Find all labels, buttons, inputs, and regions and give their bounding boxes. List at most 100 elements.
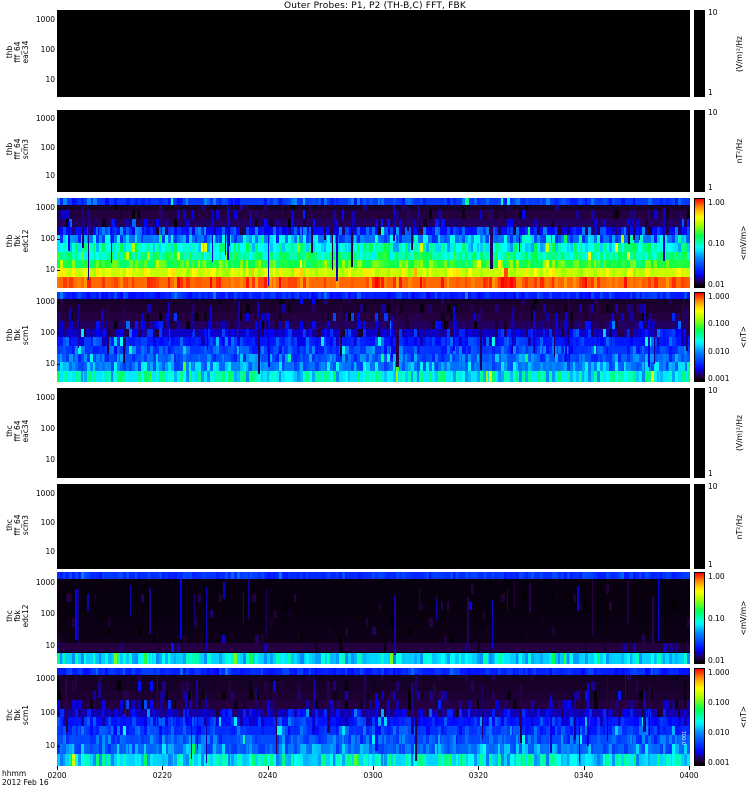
spectral-column bbox=[348, 708, 352, 718]
spectral-column bbox=[78, 361, 81, 371]
spectral-column bbox=[627, 353, 631, 362]
spectral-column bbox=[180, 668, 184, 676]
spectral-column bbox=[105, 251, 109, 260]
spectral-column bbox=[636, 717, 640, 727]
spectral-column bbox=[507, 743, 511, 754]
spectral-column bbox=[117, 717, 121, 727]
spectral-column bbox=[384, 235, 387, 244]
spectral-column bbox=[612, 345, 616, 354]
spectral-column bbox=[153, 635, 156, 644]
spectral-column bbox=[594, 726, 598, 736]
spectral-column bbox=[258, 753, 262, 766]
spectral-column bbox=[174, 313, 178, 322]
spectral-column bbox=[240, 726, 243, 736]
spectral-column bbox=[537, 251, 541, 260]
spectral-column bbox=[447, 329, 451, 338]
spectral-column bbox=[204, 361, 208, 371]
spectral-column bbox=[243, 235, 247, 244]
colorbar-thb-fbk-scm1[interactable] bbox=[694, 292, 705, 382]
spectrogram-panel-thb-fff-64-eac34[interactable] bbox=[57, 10, 690, 97]
spectral-column bbox=[96, 259, 100, 268]
spectral-column bbox=[60, 304, 64, 314]
spectral-column bbox=[159, 321, 164, 330]
colorbar-thb-fbk-edc12[interactable] bbox=[694, 198, 705, 288]
colorbar-thc-fff-64-eac34[interactable] bbox=[694, 388, 705, 478]
spectral-column bbox=[135, 753, 138, 766]
spectral-column bbox=[249, 292, 253, 299]
spectral-column bbox=[663, 668, 667, 676]
spectral-column bbox=[78, 717, 82, 727]
spectral-column bbox=[177, 321, 180, 330]
spectral-column bbox=[111, 219, 115, 228]
spectral-column bbox=[255, 572, 258, 579]
spectral-column bbox=[423, 259, 427, 268]
spectral-column bbox=[687, 572, 690, 579]
spectral-column bbox=[276, 726, 280, 736]
spectral-column bbox=[537, 361, 540, 371]
spectral-column bbox=[237, 735, 240, 744]
spectral-column bbox=[375, 643, 378, 653]
spectral-column bbox=[606, 353, 609, 362]
spectral-column bbox=[189, 691, 192, 700]
spectral-column bbox=[396, 735, 399, 744]
spectral-column bbox=[513, 251, 516, 260]
spectral-column bbox=[132, 292, 136, 299]
colorbar-thc-fbk-edc12[interactable] bbox=[694, 572, 705, 664]
spectral-column bbox=[471, 361, 475, 371]
spectrogram-panel-thc-fff-64-eac34[interactable] bbox=[57, 388, 690, 478]
spectrogram-panel-thc-fbk-scm1[interactable] bbox=[57, 668, 690, 766]
spectral-column bbox=[447, 353, 451, 362]
spectral-column bbox=[522, 276, 525, 288]
spectral-column bbox=[186, 743, 189, 754]
spectral-column bbox=[468, 337, 472, 346]
spectral-column bbox=[327, 276, 330, 288]
burst-streak bbox=[533, 310, 536, 353]
spectral-column bbox=[624, 267, 627, 277]
spectral-column bbox=[237, 276, 240, 288]
spectral-column bbox=[117, 668, 120, 676]
spectral-column bbox=[405, 243, 409, 252]
spectral-column bbox=[255, 251, 259, 260]
colorbar-thb-fff-64-eac34[interactable] bbox=[694, 10, 705, 97]
colorbar-thb-fff-64-scm3[interactable] bbox=[694, 110, 705, 192]
colorbar-gradient bbox=[695, 199, 704, 287]
spectral-column bbox=[174, 198, 178, 205]
spectral-column bbox=[84, 726, 88, 736]
spectral-column bbox=[522, 370, 526, 382]
spectral-column bbox=[381, 743, 385, 754]
spectral-column bbox=[243, 345, 247, 354]
burst-streak bbox=[206, 314, 208, 351]
spectral-column bbox=[456, 753, 459, 766]
spectral-column bbox=[414, 219, 417, 228]
spectrogram-panel-thb-fff-64-scm3[interactable] bbox=[57, 110, 690, 192]
spectrogram-panel-thb-fbk-edc12[interactable] bbox=[57, 198, 690, 288]
spectral-column bbox=[657, 337, 660, 346]
spectral-column bbox=[654, 668, 658, 676]
spectrogram-panel-thb-fbk-scm1[interactable] bbox=[57, 292, 690, 382]
colorbar-thc-fbk-scm1[interactable] bbox=[694, 668, 705, 766]
y-axis-label: edc12 bbox=[21, 604, 30, 628]
spectral-column bbox=[570, 329, 574, 338]
spectral-column bbox=[246, 313, 249, 322]
spectrogram-panel-thc-fbk-edc12[interactable] bbox=[57, 572, 690, 664]
spectral-column bbox=[186, 681, 190, 692]
spectral-column bbox=[291, 572, 294, 579]
spectral-column bbox=[183, 652, 187, 664]
spectral-column bbox=[381, 276, 385, 288]
spectral-column bbox=[675, 735, 678, 744]
spectrogram-panel-thc-fff-64-scm3[interactable] bbox=[57, 484, 690, 569]
burst-streak bbox=[87, 220, 89, 281]
spectral-column bbox=[681, 235, 684, 244]
spectral-column bbox=[81, 345, 85, 354]
spectral-column bbox=[327, 370, 331, 382]
spectral-column bbox=[654, 735, 658, 744]
spectral-column bbox=[465, 292, 469, 299]
spectral-column bbox=[354, 337, 357, 346]
spectral-column bbox=[165, 668, 169, 676]
spectral-column bbox=[312, 345, 315, 354]
spectral-column bbox=[378, 329, 381, 338]
colorbar-thc-fff-64-scm3[interactable] bbox=[694, 484, 705, 569]
spectral-column bbox=[276, 337, 279, 346]
spectral-column bbox=[357, 717, 361, 727]
spectral-column bbox=[471, 681, 474, 692]
